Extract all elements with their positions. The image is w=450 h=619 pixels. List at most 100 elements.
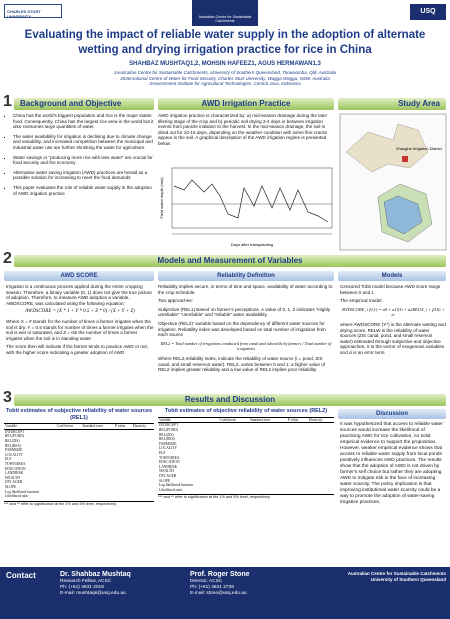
awd-diagram: Field water depth (mm) Days after transp… [159,167,333,247]
section-number: 1 [3,93,12,110]
section-heading: Background and Objective [14,98,154,110]
table-row: ELF [158,451,334,456]
contact-person: Dr. Shahbaz Mushtaq Research Fellow, ACSC… [60,570,180,597]
table-cell: INTERCEPT [5,429,25,434]
contact-label: Contact [6,571,36,580]
person-role: Research Fellow, ACSC [60,579,112,584]
table-header: Standard error [248,416,287,424]
bullet: Water savings or “producing more rice wi… [13,155,154,166]
table-row: FARMSIZE [158,441,334,446]
table-header: P value [286,416,308,424]
axis-label: Field water depth (mm) [159,177,164,219]
paragraph: Irrigation is a continuous process appli… [6,284,152,306]
table-note: *** and ** refer to significance at the … [158,494,334,499]
person-name: Prof. Roger Stone [190,571,250,578]
table-cell [114,494,132,499]
affiliation: 3Assessment Institute for Agricultural T… [149,81,301,86]
table-row: LOCALITY [158,446,334,451]
table-cell: WEALTH [159,469,174,474]
paragraph: Censored Tobit model because AWD score r… [340,284,441,295]
table-row: REL(ZIS) [4,439,154,444]
reliability-text: Reliability implies secure, in terms of … [158,284,334,376]
paragraph: Subjective (REL1) Based on farmer’s perc… [158,306,331,318]
table-note: *** and ** refer to significance at the … [4,500,154,506]
org-line: University of Southern Queensland [370,577,446,582]
table-cell: SLOPE [5,485,16,490]
table-row: WEALTH [4,476,154,481]
paragraph: Where X = # stands for the number of tim… [6,318,154,341]
subheading: Reliability Definition [158,271,334,281]
table-row: INTERCEPT [4,429,154,434]
table-row: Likelihood ratio [158,487,334,492]
affiliation: 1Australian Centre for Sustainable Catch… [113,70,337,75]
models-text: Censored Tobit model because AWD score r… [340,284,446,359]
table-cell: REL(RES) [159,437,175,442]
table-row: REL(RES) [158,437,334,442]
study-area-map: Zhanghe Irrigation District [339,113,447,251]
awd-text: AWD irrigation practice is characterized… [158,113,328,146]
organisation: Australian Centre for Sustainable Catchm… [320,571,446,583]
paragraph: Two approaches: [158,298,193,304]
table-row: WEALTH [158,469,334,474]
table-header: Elasticity [131,423,154,430]
paragraph: Objective (REL2)’ variable based on the … [158,320,326,338]
table-header: Variable [4,423,56,430]
title: Evaluating the impact of reliable water … [24,29,426,41]
contact-person: Prof. Roger Stone Director, ACSC Ph: (+61)… [190,570,310,597]
table-cell: Log likelihood function [159,483,194,488]
table-cell [56,494,82,499]
table-cell [132,494,154,499]
table-cell: ELF [5,457,12,462]
table-row: Log likelihood function [158,483,334,488]
bullet: This paper evaluates the role of reliabl… [13,185,154,196]
section-heading: Models and Measurement of Variables [14,255,446,267]
table-header: Coefficient [55,423,82,430]
table-row: FARMSIZE [4,448,154,453]
table-cell: LANDRISK [159,464,178,469]
table-header: Coefficient [218,416,249,424]
table-cell: Likelihood ratio [159,487,183,492]
table-cell: EDUCATION [159,460,180,465]
table-row: EDUCATION [4,466,154,471]
table-title: Tobit estimates of objective reliability… [164,408,328,414]
subheading: Models [338,271,446,281]
logo-center: Australian Centre for Sustainable Catchm… [192,0,258,26]
table-cell: REL(ZIS) [5,439,20,444]
affiliation: 2International Centre of Water for Food … [120,75,330,81]
table-row: DYLAGER [4,480,154,485]
table-cell: REL(POND) [5,434,24,439]
axis-label: Days after transplanting [231,242,273,247]
section-heading: Results and Discussion [14,394,446,406]
table-row: LANDRISK [158,464,334,469]
table-cell [287,487,308,492]
paragraph: The score then will indicate if the farm… [6,344,149,355]
person-email: E-mail: mushtaqs@usq.edu.au [60,591,126,596]
section-number: 2 [3,250,12,267]
table-row: SLOPE [158,478,334,483]
subheading: Discussion [338,409,446,419]
table-title: Tobit estimates of subjective reliabilit… [6,408,152,421]
table-row: REL(ZIS) [158,432,334,437]
section-number: 3 [3,389,12,406]
results-table-block: Tobit estimates of objective reliability… [158,408,334,499]
table-header-row: Variable Coefficient Standard error P value… [158,416,334,424]
paragraph: The empirical model: [340,298,383,304]
table-cell: REL(ZIS) [159,432,174,437]
table-row: ELF [4,457,154,462]
results-table: Variable Coefficient Standard error P value… [158,416,334,493]
person-phone: Ph: (+61) 4631 2019 [60,585,104,590]
section-heading: AWD Irrigation Practice [158,98,334,110]
table-row: SLOPE [4,485,154,490]
person-email: E-mail: stone@usq.edu.au [190,591,247,596]
table-cell: TOWNAREA [159,455,180,460]
logo-left: CHARLES STURT UNIVERSITY [4,4,62,19]
table-cell: FARMSIZE [5,448,23,453]
table-row: DYLAGER [158,474,334,479]
table-header: Standard error [81,423,114,430]
table-cell: WEALTH [5,475,20,480]
paragraph: Reliability implies secure, in terms of … [158,284,333,295]
table-row: INTERCEPT [158,423,334,428]
table-cell: LANDRISK [5,471,24,476]
authors: SHAHBAZ MUSHTAQ1,2, MOHSIN HAFEEZ1, AGUS… [129,61,321,67]
logo-right: USQ [410,4,446,20]
